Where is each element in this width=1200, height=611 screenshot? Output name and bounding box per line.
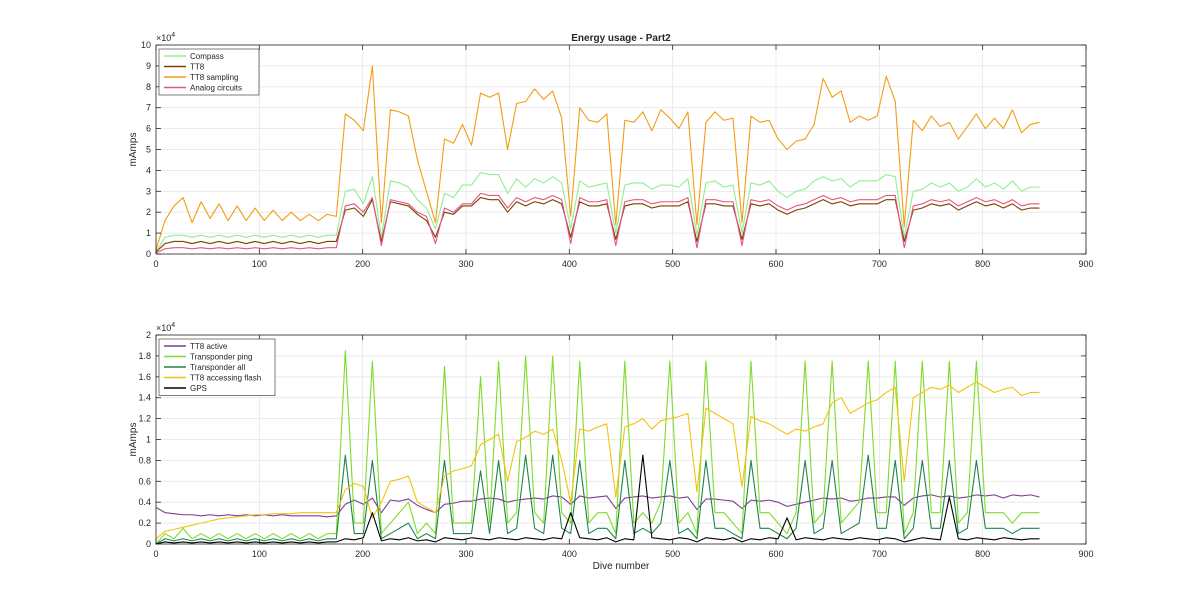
x-tick-label: 800 [975, 549, 990, 559]
x-tick-label: 300 [458, 259, 473, 269]
chart-title: Energy usage - Part2 [571, 33, 671, 44]
x-tick-label: 800 [975, 259, 990, 269]
y-tick-label: 2 [146, 207, 151, 217]
y-tick-label: 4 [146, 165, 151, 175]
x-tick-label: 400 [562, 549, 577, 559]
legend-label: Analog circuits [190, 84, 242, 93]
x-axis-label: Dive number [593, 561, 650, 572]
x-tick-label: 0 [153, 259, 158, 269]
x-tick-label: 300 [458, 549, 473, 559]
series-line-tt8 [155, 197, 1040, 253]
chart-2: 0 100 200 300 400 500 600 700 800 900 0 0.2 0.4 0.6 0.… [128, 322, 1094, 572]
series-line-compass [155, 171, 1040, 253]
y-tick-label: 0 [146, 539, 151, 549]
y-tick-label: 9 [146, 61, 151, 71]
x-tick-label: 900 [1078, 259, 1093, 269]
y-tick-label: 6 [146, 124, 151, 134]
series-line-tt8-accessing-flash [155, 381, 1040, 540]
y-tick-label: 0.8 [138, 455, 151, 465]
y-tick-label: 1.8 [138, 351, 151, 361]
y-tick-label: 1 [146, 435, 151, 445]
legend-label: GPS [190, 384, 207, 393]
y-tick-label: 5 [146, 145, 151, 155]
legend-label: TT8 sampling [190, 73, 238, 82]
series-line-tt8-sampling [155, 65, 1040, 250]
y-tick-label: 8 [146, 82, 151, 92]
y-tick-label: 1.4 [138, 393, 151, 403]
y-tick-label: 0.2 [138, 518, 151, 528]
legend-label: TT8 active [190, 342, 228, 351]
legend-label: Transponder ping [190, 353, 252, 362]
y-tick-label: 2 [146, 330, 151, 340]
y-tick-label: 1.2 [138, 414, 151, 424]
x-tick-label: 0 [153, 549, 158, 559]
legend-label: Compass [190, 52, 224, 61]
x-tick-label: 100 [252, 259, 267, 269]
y-tick-label: 0 [146, 249, 151, 259]
x-tick-label: 600 [768, 549, 783, 559]
y-tick-label: 0.4 [138, 497, 151, 507]
x-tick-label: 700 [872, 259, 887, 269]
y-tick-label: 7 [146, 103, 151, 113]
legend-label: Transponder all [190, 363, 246, 372]
x-tick-label: 600 [768, 259, 783, 269]
y-tick-label: 3 [146, 186, 151, 196]
x-tick-label: 500 [665, 549, 680, 559]
x-tick-label: 500 [665, 259, 680, 269]
x-tick-label: 200 [355, 549, 370, 559]
y-tick-label: 1.6 [138, 372, 151, 382]
x-tick-label: 700 [872, 549, 887, 559]
x-tick-label: 400 [562, 259, 577, 269]
y-axis-label: mAmps [128, 423, 139, 457]
y-exponent-label: ×104 [156, 32, 175, 43]
x-tick-label: 200 [355, 259, 370, 269]
x-tick-label: 900 [1078, 549, 1093, 559]
series-line-transponder-ping [155, 350, 1040, 545]
legend-label: TT8 accessing flash [190, 374, 261, 383]
legend-label: TT8 [190, 63, 205, 72]
series-line-transponder-all [155, 454, 1040, 545]
series-line-tt8-active [155, 494, 1040, 518]
y-tick-label: 0.6 [138, 476, 151, 486]
series-line-analog-circuits [155, 192, 1040, 254]
y-tick-label: 10 [141, 40, 151, 50]
chart-1: 0 100 200 300 400 500 600 700 800 900 0 1 2 3 4 5 6 7 8 9 10… [128, 32, 1094, 269]
y-axis-label: mAmps [128, 133, 139, 167]
series-line-gps [155, 454, 1040, 545]
y-tick-label: 1 [146, 228, 151, 238]
y-exponent-label: ×104 [156, 322, 175, 333]
x-tick-label: 100 [252, 549, 267, 559]
